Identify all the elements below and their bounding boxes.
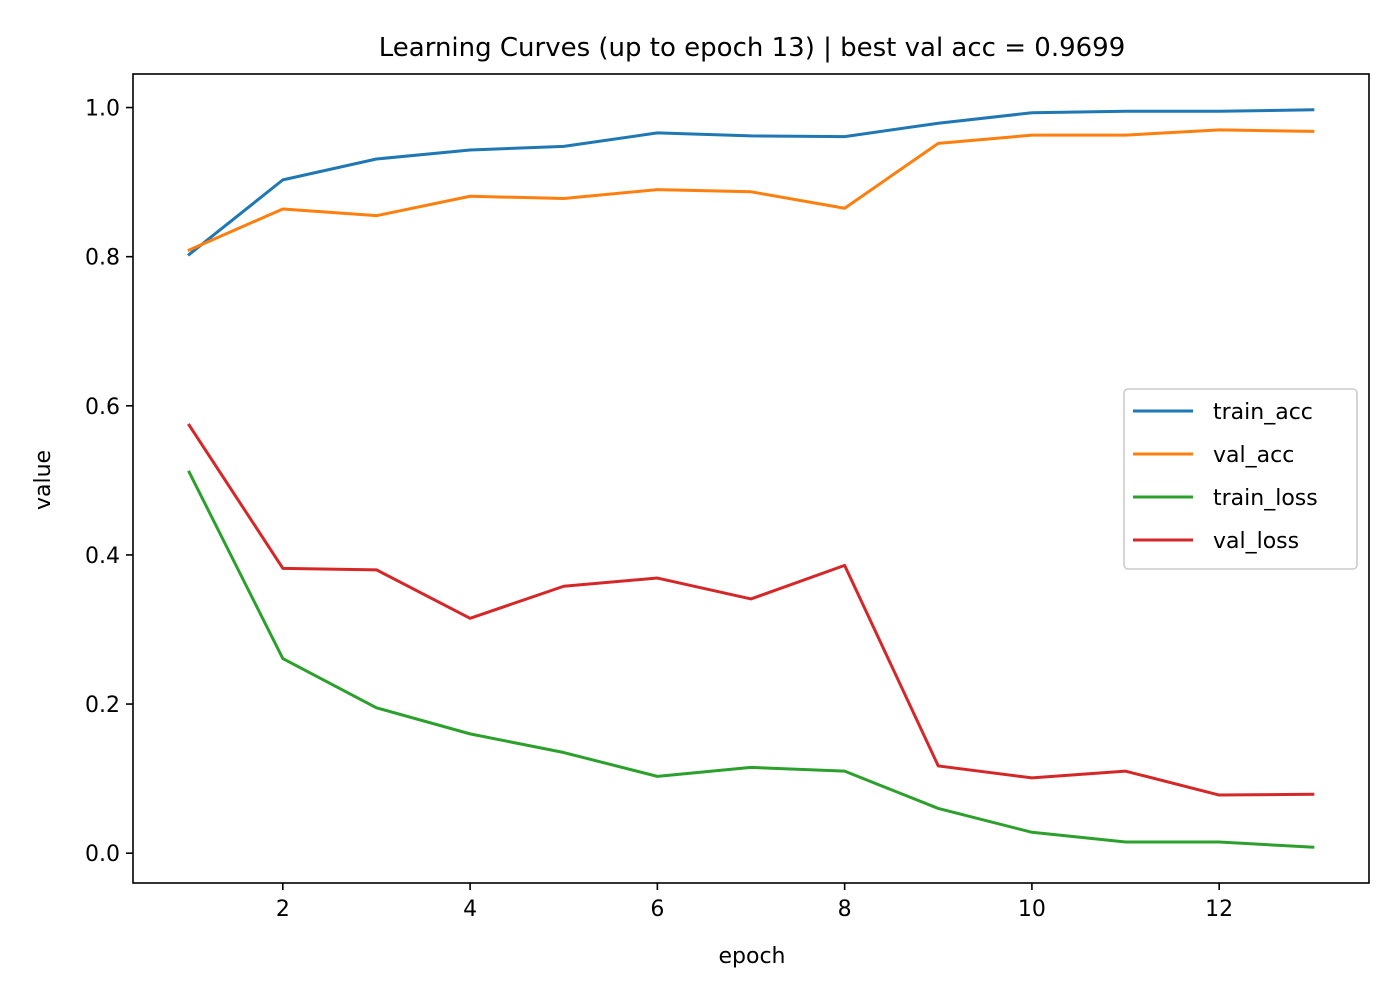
legend-label-train_loss: train_loss [1213, 486, 1318, 511]
series-line-val_loss [187, 423, 1315, 797]
legend-label-val_acc: val_acc [1213, 443, 1294, 468]
legend: train_acc val_acc train_loss val_loss [1123, 388, 1358, 570]
y-tick-label: 1.0 [85, 97, 120, 122]
x-tick-label: 8 [838, 897, 852, 922]
series-line-val_acc [187, 128, 1315, 252]
legend-label-train_acc: train_acc [1213, 400, 1313, 425]
series-line-train_acc [187, 108, 1315, 257]
x-tick-label: 10 [1018, 897, 1046, 922]
x-axis-label: epoch [719, 944, 786, 969]
y-tick-label: 0.0 [85, 842, 120, 867]
chart-title: Learning Curves (up to epoch 13) | best … [379, 33, 1126, 63]
legend-label-val_loss: val_loss [1213, 529, 1299, 554]
axes-frame [132, 73, 1370, 884]
x-tick-label: 2 [276, 897, 290, 922]
legend-box [1123, 388, 1358, 570]
y-tick-label: 0.2 [85, 693, 120, 718]
plot-area: 2 4 6 8 10 12 0.0 0.2 0.4 0.6 0.8 1.0 [85, 73, 1370, 922]
y-axis-label: value [31, 450, 56, 510]
y-tick-label: 0.8 [85, 246, 120, 271]
x-tick-label: 4 [463, 897, 477, 922]
x-tick-label: 12 [1205, 897, 1233, 922]
y-tick-label: 0.4 [85, 544, 120, 569]
x-tick-label: 6 [650, 897, 664, 922]
series-line-train_loss [187, 470, 1315, 849]
y-tick-label: 0.6 [85, 395, 120, 420]
